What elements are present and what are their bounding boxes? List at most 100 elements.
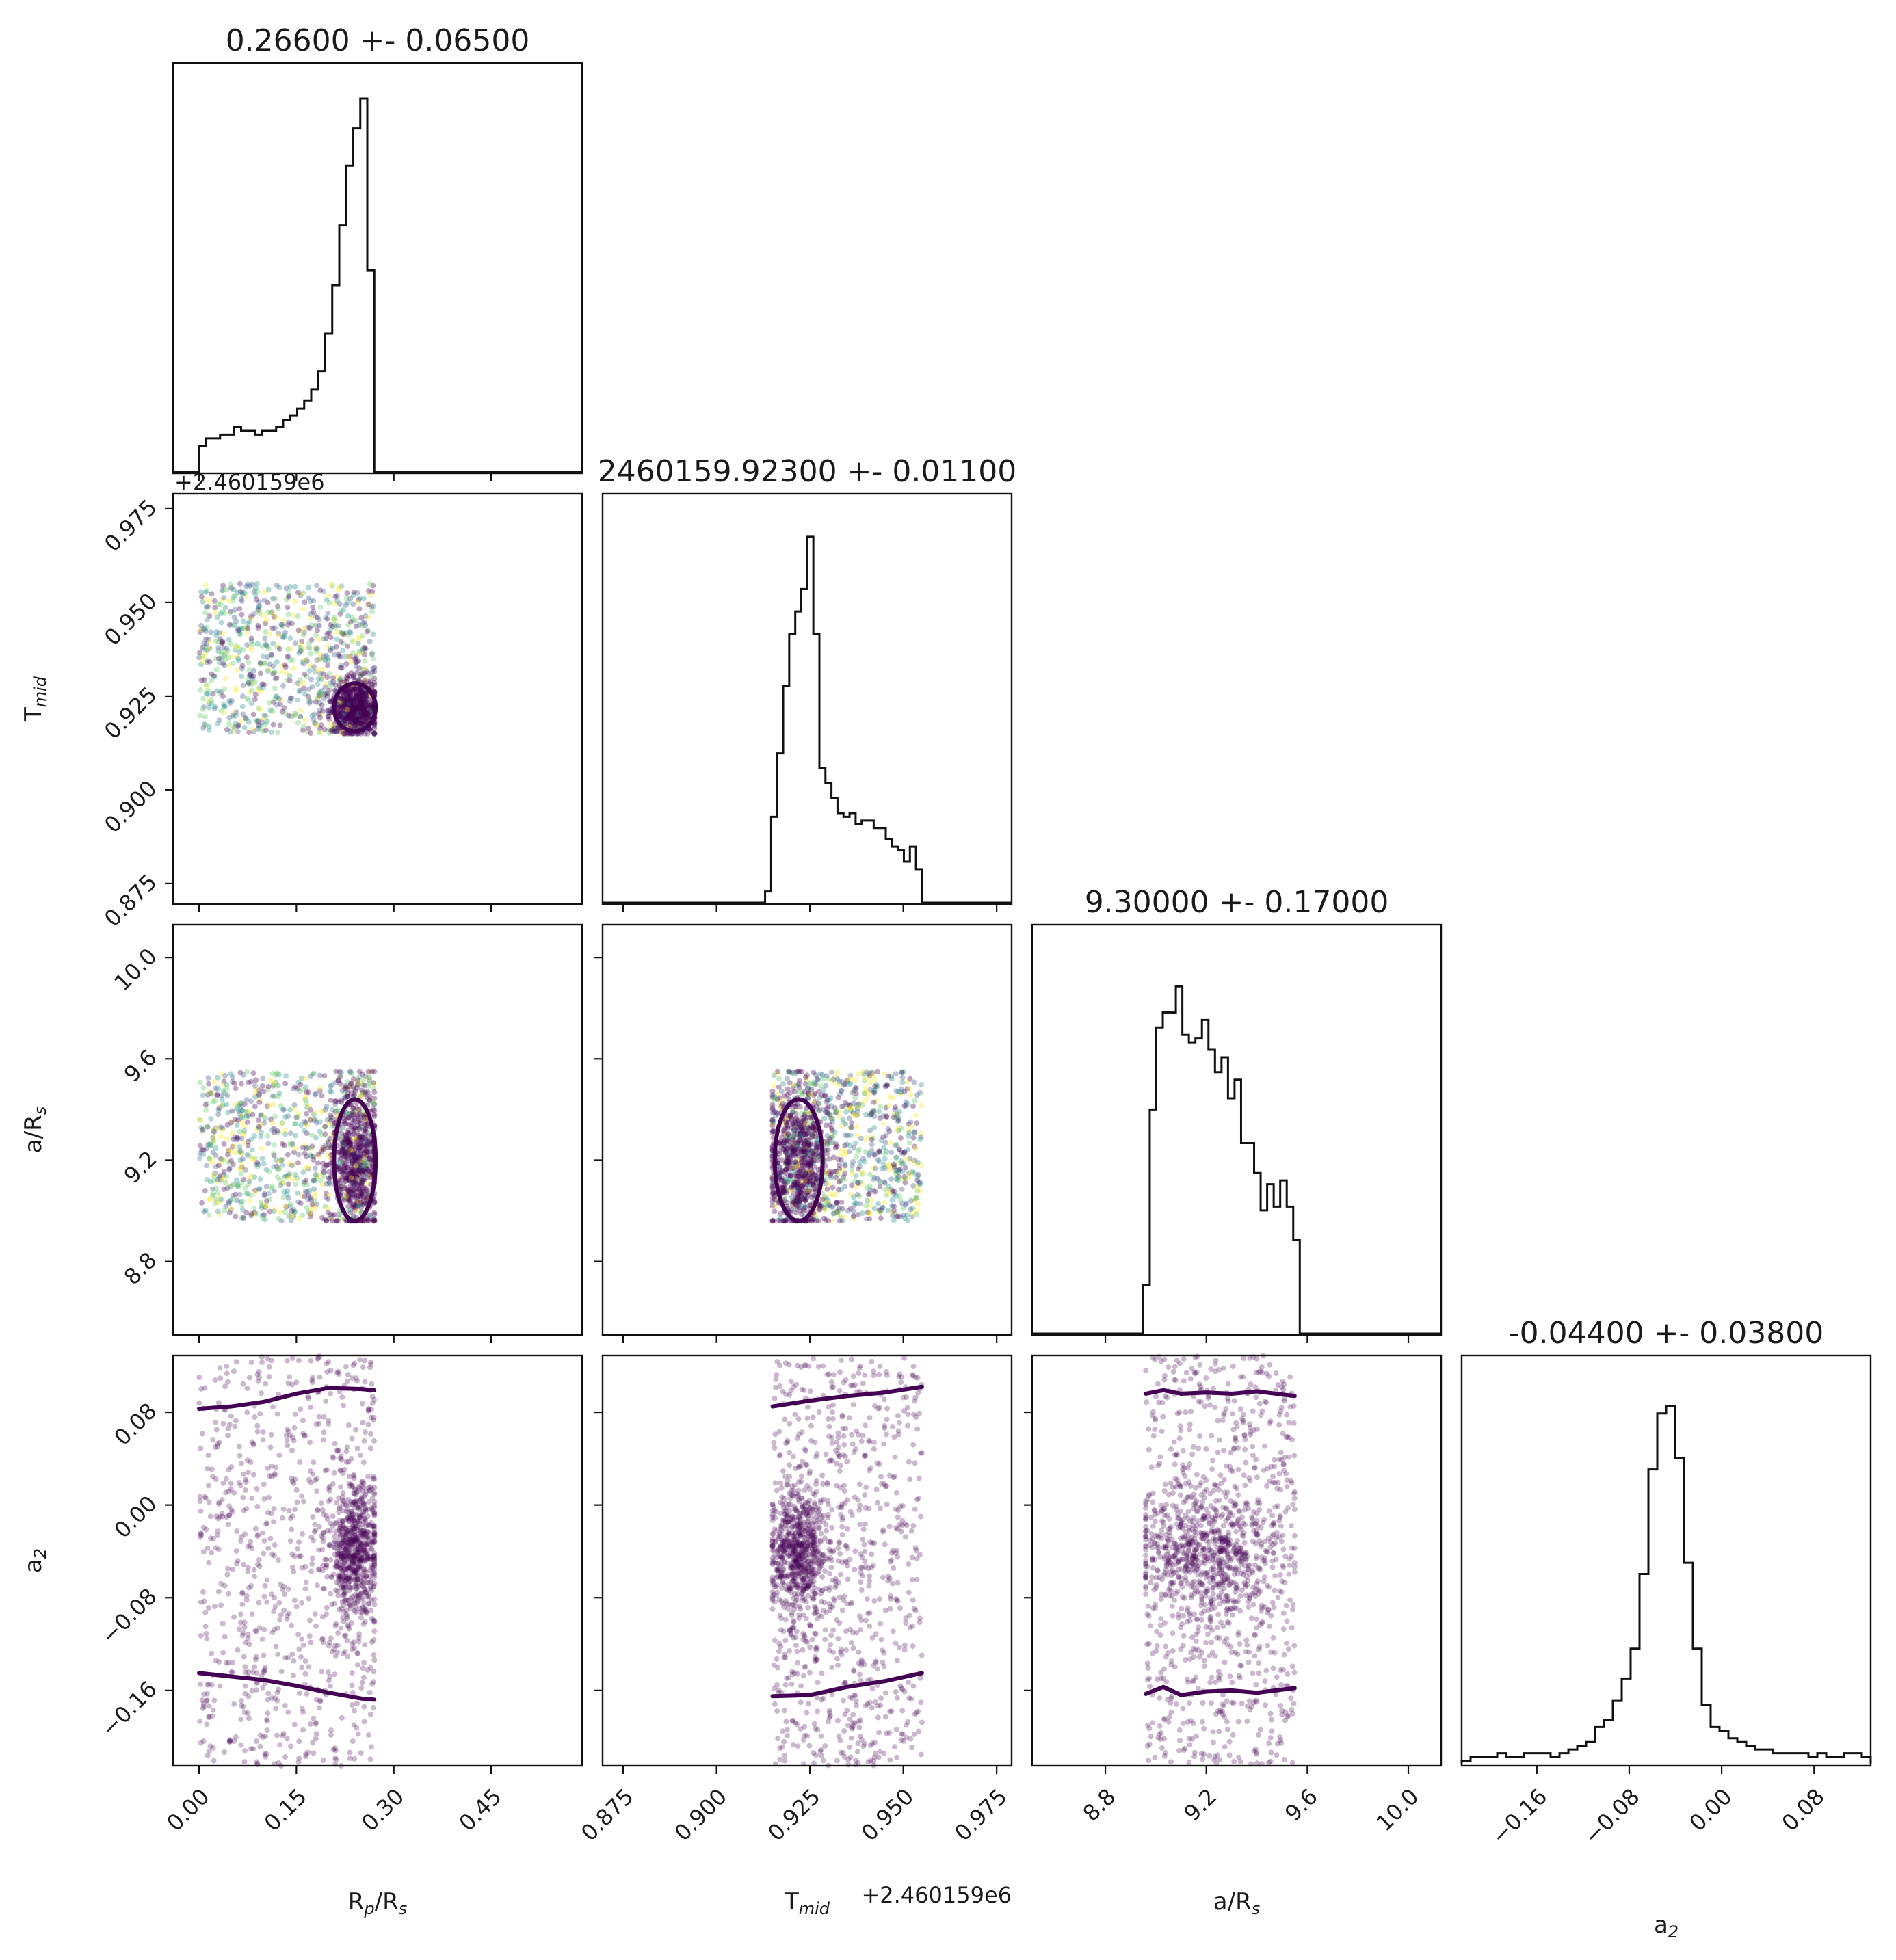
sample-point [354,721,360,727]
sample-point [356,717,363,723]
sample-point [244,696,250,702]
sample-point [894,1167,900,1174]
sample-point [854,1132,860,1138]
sample-point [279,1120,285,1126]
sample-point [854,1180,860,1186]
sample-point [220,1420,226,1427]
sample-point [361,1719,367,1725]
sample-point [228,609,234,615]
sample-point [250,1147,255,1153]
sample-point [208,1090,214,1096]
sample-point [356,1126,363,1133]
sample-point [233,1213,239,1219]
sample-point [314,1488,320,1494]
sample-point [239,611,245,618]
sample-point [363,668,369,674]
sample-point [240,683,246,689]
sample-point [284,1736,290,1742]
sample-point [912,1098,918,1104]
sample-point [245,621,251,626]
sample-point [347,697,354,703]
sample-point [881,1071,887,1077]
sample-point [350,1646,356,1652]
sample-point [793,1204,800,1210]
sample-point [914,1092,920,1098]
sample-point [796,1169,802,1175]
sample-point [251,1206,257,1211]
sample-point [783,1120,789,1126]
sample-point [200,1092,206,1098]
sample-point [837,1163,842,1168]
sample-point [272,670,278,676]
sample-point [250,1472,256,1478]
sample-point [227,610,233,616]
sample-point [247,645,253,651]
sample-point [257,1176,263,1182]
sample-point [352,724,358,730]
sample-point [843,1133,849,1138]
sample-point [282,1209,288,1215]
sample-point [269,1070,276,1076]
sample-point [256,685,263,691]
sample-point [824,1110,830,1116]
sample-point [204,587,210,594]
sample-point [888,1150,895,1156]
sample-point [231,1614,237,1620]
sample-point [315,676,321,683]
sample-point [790,1165,796,1171]
sample-point [842,1142,848,1148]
sample-point [342,653,348,659]
sample-point [297,644,303,650]
sample-point [228,641,234,648]
sample-point [321,588,327,594]
sample-point [258,1112,264,1118]
sample-point [226,637,232,643]
sample-point [334,629,340,635]
sample-point [349,1124,355,1130]
sample-point [830,1076,837,1083]
sample-point [326,592,332,598]
sample-point [357,700,363,706]
sample-point [917,1179,923,1185]
y-tick-label-tmid: 0.900 [99,776,162,838]
sample-point [282,1655,289,1661]
sample-point [371,665,378,671]
sample-point [360,672,365,677]
sample-point [317,1178,324,1183]
sample-point [229,1108,235,1114]
sample-point [907,1076,913,1082]
sample-point [343,704,349,710]
sample-point [302,691,308,697]
sample-point [229,1566,235,1572]
sample-point [354,670,360,676]
sample-point [371,1089,378,1095]
sample-point [202,1624,209,1630]
sample-point [351,1472,357,1478]
sample-point [287,1374,293,1380]
sample-point [254,588,261,594]
sample-point [882,1083,888,1089]
sample-point [345,1135,352,1141]
y-tick-label-ars: 9.6 [119,1044,162,1087]
sample-point [261,661,267,667]
sample-point [893,1104,899,1111]
sample-point [206,1559,212,1565]
sample-point [343,719,350,725]
sample-point [259,1083,265,1089]
sample-point [272,1206,278,1213]
sample-point [871,1124,878,1130]
sample-point [263,1167,269,1173]
sample-point [769,1104,776,1111]
sample-point [292,1411,298,1417]
sample-point [265,600,271,606]
sample-point [369,650,376,657]
sample-point [248,1359,254,1365]
sample-point [371,682,378,688]
sample-point [354,717,360,722]
sample-point [368,1744,374,1750]
sample-point [832,1191,839,1197]
sample-point [248,700,254,706]
sample-point [349,691,355,698]
sample-point [266,1364,272,1370]
sample-point [317,726,323,731]
